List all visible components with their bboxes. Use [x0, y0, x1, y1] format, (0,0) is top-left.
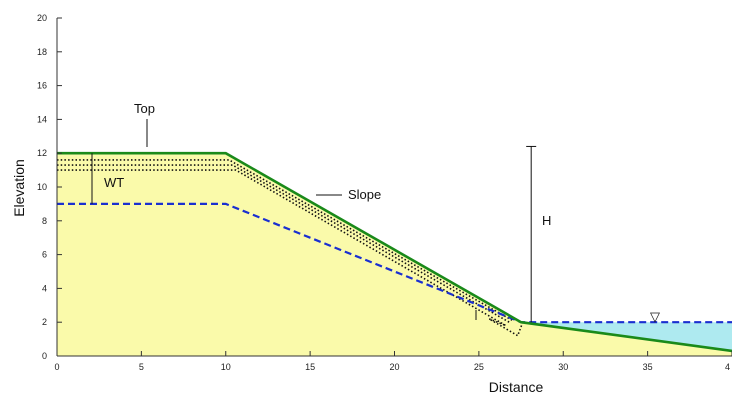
- x-axis-title: Distance: [489, 379, 544, 395]
- y-tick-label: 8: [42, 216, 47, 226]
- y-tick-label: 2: [42, 317, 47, 327]
- x-tick-label: 5: [139, 362, 144, 372]
- slope-label: Slope: [348, 187, 381, 202]
- ground-surface-line: [57, 151, 732, 353]
- y-tick-label: 16: [37, 81, 47, 91]
- top-label: Top: [134, 101, 155, 116]
- x-tick-label: 15: [305, 362, 315, 372]
- y-tick-label: 12: [37, 148, 47, 158]
- y-tick-label: 14: [37, 114, 47, 124]
- y-tick-label: 18: [37, 47, 47, 57]
- x-tick-label: 4: [725, 362, 730, 372]
- axes: 0 2 4 6 8 10 12 14 16 18 20 0 5 10 15 20 25 30 35 4: [37, 13, 732, 372]
- slip-surface-3: [57, 169, 524, 337]
- y-tick-label: 0: [42, 351, 47, 361]
- y-axis-title: Elevation: [11, 159, 27, 217]
- h-label: H: [542, 213, 551, 228]
- y-tick-label: 4: [42, 283, 47, 293]
- x-tick-label: 20: [389, 362, 399, 372]
- x-tick-label: 10: [221, 362, 231, 372]
- x-tick-label: 35: [643, 362, 653, 372]
- y-tick-label: 20: [37, 13, 47, 23]
- water-level-icon: ▽: [650, 309, 660, 324]
- wt-label: WT: [104, 175, 124, 190]
- x-tick-label: 25: [474, 362, 484, 372]
- labels: Distance Elevation Top WT Slope H ▽: [11, 101, 660, 395]
- plot-area: [57, 151, 732, 356]
- x-tick-label: 0: [54, 362, 59, 372]
- y-tick-label: 10: [37, 182, 47, 192]
- x-tick-label: 30: [558, 362, 568, 372]
- y-tick-label: 6: [42, 250, 47, 260]
- slip-surface-1: [57, 159, 514, 322]
